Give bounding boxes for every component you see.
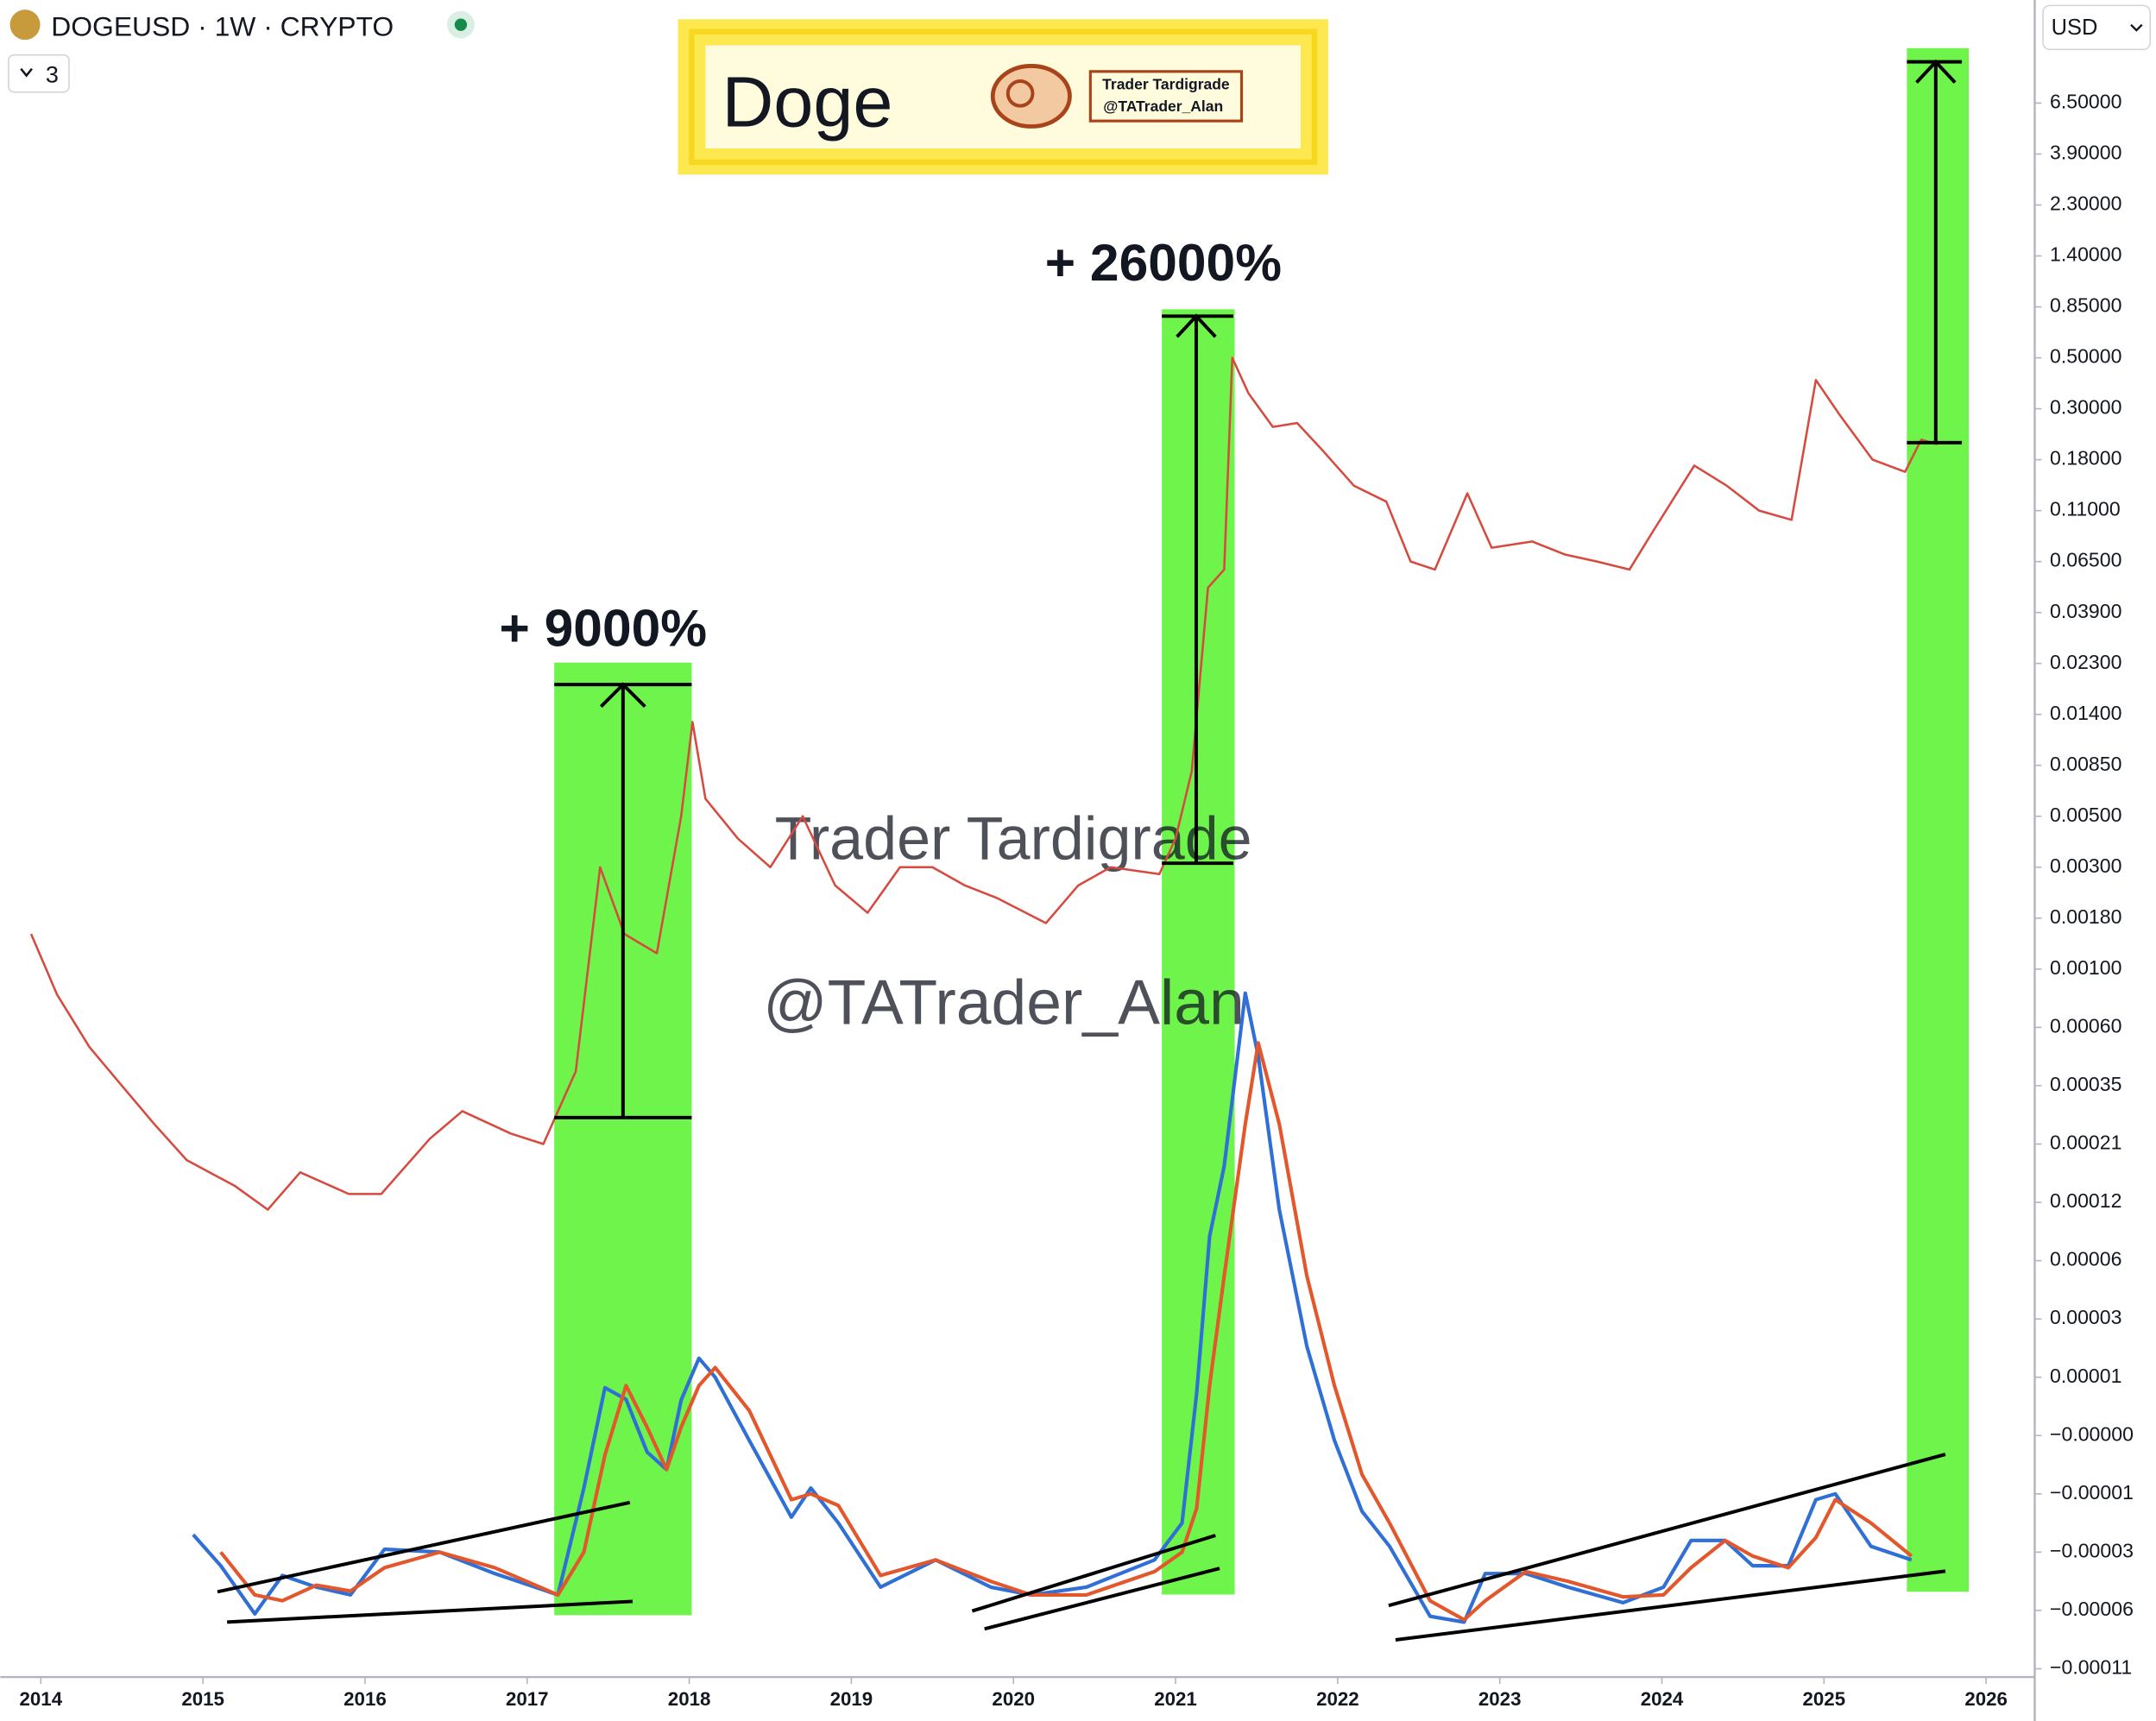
y-tick-label: 0.00180 [2050, 905, 2121, 928]
arrow-head [1915, 59, 1957, 84]
y-tick-label: 0.18000 [2050, 447, 2121, 470]
y-tick-label: 0.00100 [2050, 956, 2121, 979]
y-tick-label: 0.02300 [2050, 651, 2121, 673]
banner-line: Trader Tardigrade [1102, 76, 1230, 93]
gain-annotation: + 26000% [1045, 233, 1282, 292]
drawings [217, 59, 1963, 1642]
x-tick-label: 2016 [344, 1688, 387, 1710]
y-tick-label: −0.00003 [2050, 1539, 2134, 1561]
y-tick-label: 0.01400 [2050, 702, 2121, 724]
arrow-head [1176, 313, 1217, 338]
series-line [29, 356, 1939, 1211]
x-tick-label: 2020 [992, 1688, 1035, 1710]
x-tick-label: 2024 [1641, 1688, 1684, 1710]
y-tick-label: 3.90000 [2050, 142, 2121, 164]
axes: 6.50000 3.90000 2.30000 1.40000 0.85000 0.500… [20, 91, 2134, 1710]
y-tick-label: 0.00003 [2050, 1306, 2121, 1328]
y-tick-label: 2.30000 [2050, 192, 2121, 215]
y-tick-label: 0.30000 [2050, 396, 2121, 419]
trend-line [217, 1500, 631, 1594]
watermark: @TATrader_Alan [763, 968, 1244, 1038]
symbol-icon [9, 9, 41, 41]
indicator-toggle[interactable] [8, 54, 70, 93]
x-tick-label: 2014 [20, 1688, 63, 1710]
x-tick-label: 2021 [1154, 1688, 1197, 1710]
indicator-count: 3 [46, 61, 59, 88]
y-tick-label: 1.40000 [2050, 243, 2121, 266]
y-tick-label: 0.00035 [2050, 1073, 2121, 1095]
y-tick-label: 0.00006 [2050, 1248, 2121, 1270]
y-tick-label: 0.00300 [2050, 854, 2121, 877]
chevron [2130, 23, 2143, 32]
x-tick-label: 2019 [830, 1688, 873, 1710]
y-tick-label: 0.00012 [2050, 1189, 2121, 1212]
trend-line [971, 1534, 1216, 1613]
x-tick-label: 2015 [181, 1688, 224, 1710]
highlight-zone [1162, 309, 1235, 1595]
series-line [219, 1041, 1913, 1622]
y-tick-label: 0.11000 [2050, 498, 2121, 520]
y-tick-label: −0.00001 [2050, 1481, 2134, 1504]
y-tick-label: 0.03900 [2050, 600, 2121, 622]
y-tick-label: 0.00850 [2050, 753, 2121, 775]
watermark: Trader Tardigrade [775, 804, 1252, 872]
x-tick-label: 2022 [1316, 1688, 1359, 1710]
y-tick-label: 0.00060 [2050, 1014, 2121, 1037]
x-tick-label: 2017 [506, 1688, 549, 1710]
y-tick-label: 6.50000 [2050, 91, 2121, 113]
logo-detail [1006, 79, 1035, 108]
y-tick-label: 0.85000 [2050, 294, 2121, 317]
status-dot [454, 18, 468, 31]
y-tick-label: 0.00001 [2050, 1365, 2121, 1387]
banner-border [689, 28, 1318, 166]
trend-line [227, 1599, 634, 1624]
banner-badge [1088, 70, 1244, 123]
chevron [20, 67, 33, 78]
y-tick-label: 0.06500 [2050, 549, 2121, 571]
arrow-head [599, 682, 646, 709]
banner-line: @TATrader_Alan [1103, 98, 1223, 115]
y-tick-label: 0.00021 [2050, 1132, 2121, 1154]
x-tick-label: 2018 [668, 1688, 711, 1710]
currency-button[interactable] [2042, 4, 2152, 51]
gain-annotation: + 9000% [499, 599, 707, 658]
y-tick-label: 0.00500 [2050, 804, 2121, 826]
trend-line [984, 1567, 1220, 1631]
y-tick-label: 0.50000 [2050, 345, 2121, 368]
x-tick-label: 2025 [1803, 1688, 1846, 1710]
y-tick-label: −0.00006 [2050, 1598, 2134, 1620]
currency-label: USD [2052, 16, 2098, 40]
plot-area [29, 356, 1939, 1624]
x-tick-label: 2026 [1964, 1688, 2008, 1710]
highlight-zone [1907, 47, 1970, 1592]
chart-title: DOGEUSD · 1W · CRYPTO [51, 10, 394, 41]
banner-title: Doge [722, 62, 893, 142]
trend-line [1388, 1453, 1946, 1608]
trend-line [1395, 1569, 1946, 1642]
x-tick-label: 2023 [1478, 1688, 1522, 1710]
y-tick-label: −0.00011 [2050, 1656, 2132, 1679]
y-tick-label: −0.00000 [2050, 1422, 2134, 1445]
